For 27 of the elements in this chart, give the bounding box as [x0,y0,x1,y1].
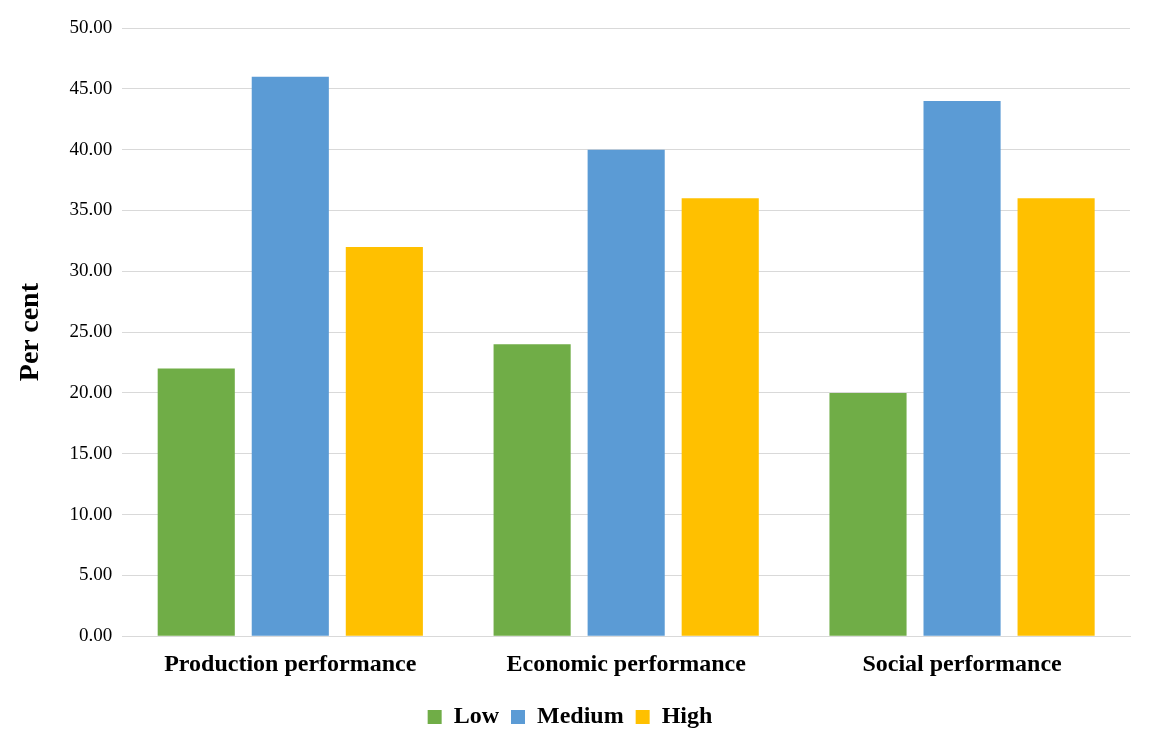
legend-label: Medium [537,702,624,729]
y-tick-label: 35.00 [69,198,113,220]
y-tick-label: 50.00 [69,15,113,37]
y-tick-label: 30.00 [69,259,113,281]
x-tick-label: Social performance [862,649,1063,676]
y-tick-label: 20.00 [69,380,113,402]
y-tick-label: 25.00 [69,320,113,342]
bar [1017,198,1095,636]
y-tick-label: 10.00 [69,502,113,524]
x-tick-label: Production performance [164,649,417,676]
bar [923,100,1001,636]
bar [251,76,329,636]
bar [345,246,423,636]
bar [681,198,759,636]
bar [587,149,665,636]
x-tick-label: Economic performance [506,649,747,676]
y-axis-title: Per cent [13,282,45,382]
legend-label: Low [453,702,500,729]
y-tick-label: 0.00 [79,624,113,646]
legend-label: High [661,702,713,729]
bar [493,344,571,636]
y-tick-label: 5.00 [79,563,113,585]
y-tick-label: 40.00 [69,137,113,159]
y-tick-label: 15.00 [69,441,113,463]
y-tick-label: 45.00 [69,76,113,98]
bar [157,368,235,636]
bar [829,392,907,636]
